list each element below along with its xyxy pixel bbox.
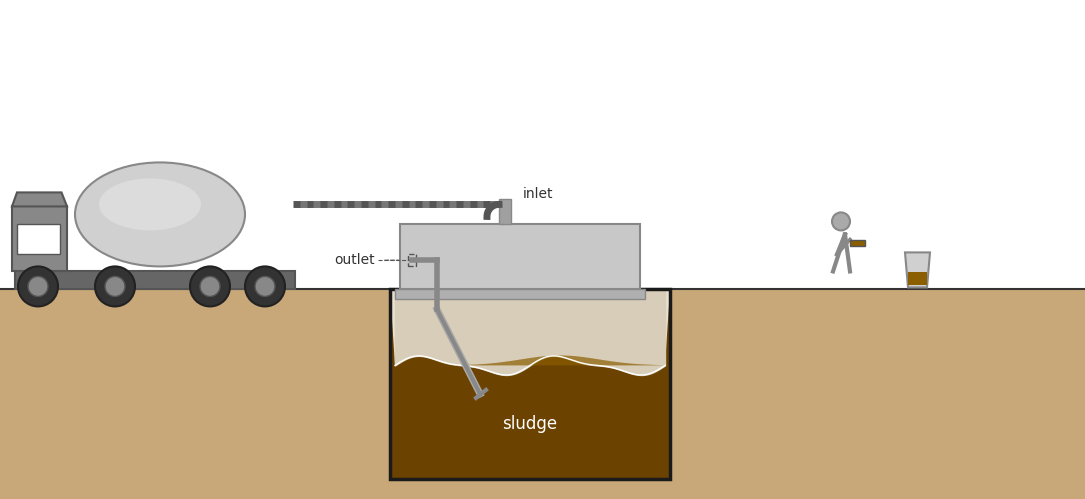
- Bar: [499, 200, 511, 225]
- Circle shape: [200, 276, 220, 296]
- Circle shape: [255, 276, 275, 296]
- Circle shape: [18, 266, 58, 306]
- Circle shape: [105, 276, 125, 296]
- Bar: [15, 271, 295, 289]
- Bar: [395, 289, 644, 299]
- Bar: [17, 225, 60, 254]
- Circle shape: [245, 266, 285, 306]
- Ellipse shape: [75, 162, 245, 266]
- Bar: [390, 289, 671, 480]
- Bar: [400, 225, 640, 289]
- Text: outlet: outlet: [334, 253, 375, 267]
- Bar: [0, 289, 1085, 499]
- Polygon shape: [390, 289, 671, 375]
- Polygon shape: [395, 355, 665, 365]
- Polygon shape: [905, 252, 930, 287]
- Circle shape: [832, 213, 850, 231]
- Ellipse shape: [99, 179, 201, 231]
- Polygon shape: [12, 193, 67, 207]
- Bar: [390, 289, 671, 480]
- Circle shape: [28, 276, 48, 296]
- Text: sludge: sludge: [502, 416, 558, 434]
- Circle shape: [190, 266, 230, 306]
- Bar: [850, 241, 865, 247]
- Circle shape: [95, 266, 135, 306]
- Bar: [12, 207, 67, 271]
- Bar: [408, 254, 416, 266]
- Text: inlet: inlet: [523, 188, 553, 202]
- Polygon shape: [908, 272, 927, 285]
